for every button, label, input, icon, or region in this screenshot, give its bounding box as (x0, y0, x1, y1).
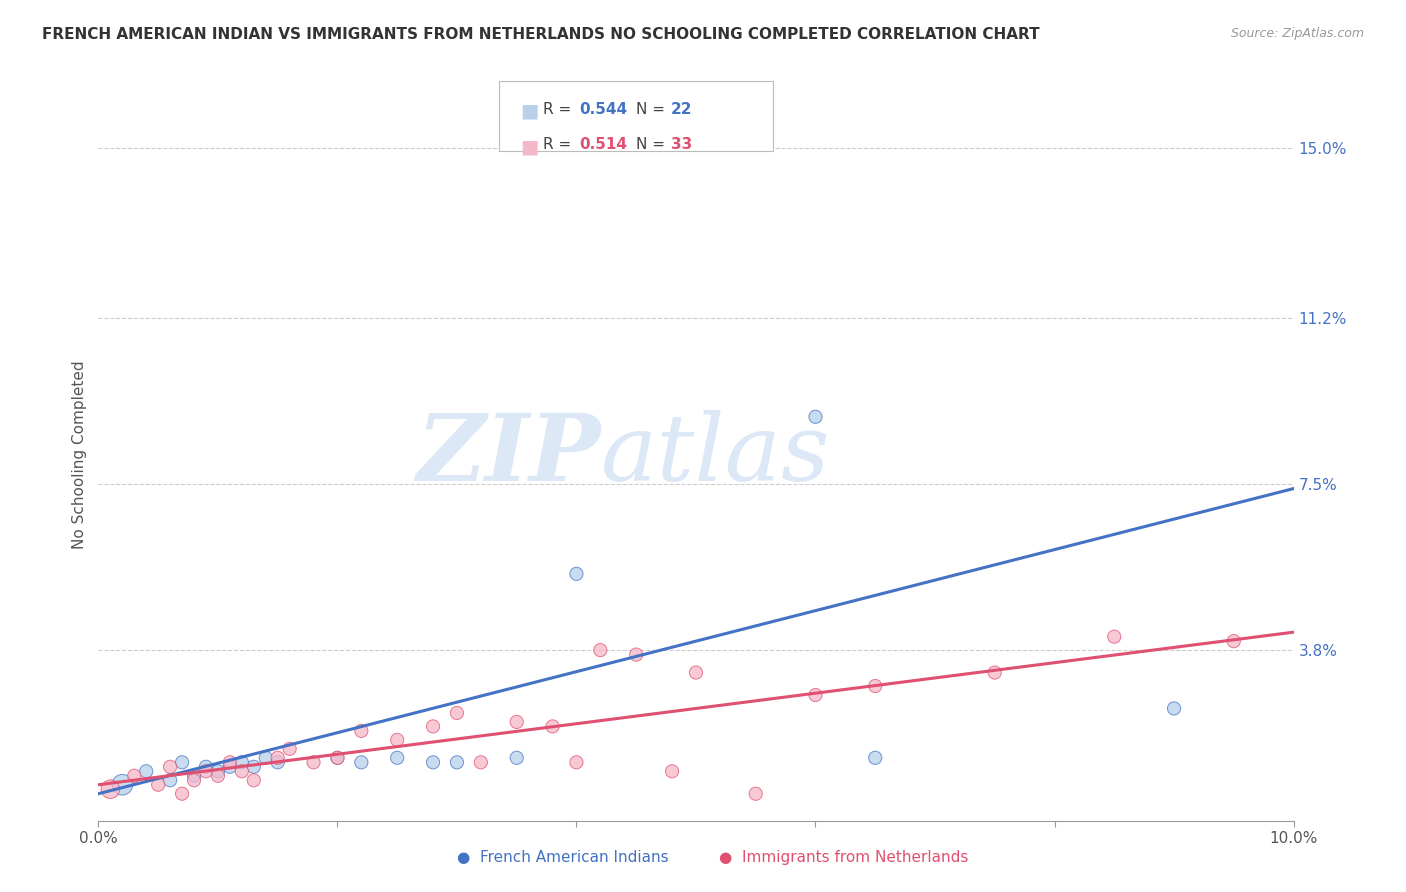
Point (350, 756, 373, 770)
Text: Source: ZipAtlas.com: Source: ZipAtlas.com (1230, 27, 1364, 40)
Text: ■: ■ (520, 137, 538, 156)
Point (183, 769, 205, 783)
Point (661, 764, 683, 779)
Point (804, 409, 827, 424)
Y-axis label: No Schooling Completed: No Schooling Completed (72, 360, 87, 549)
Point (565, 756, 588, 770)
Point (470, 756, 492, 770)
Point (506, 751, 529, 765)
Point (865, 679, 887, 693)
Point (626, 648, 648, 662)
Point (984, 665, 1007, 680)
Point (685, 665, 707, 680)
Point (267, 751, 290, 765)
Point (1104, 630, 1126, 644)
Point (124, 769, 146, 783)
Point (565, 566, 588, 581)
Point (172, 787, 194, 801)
Point (231, 756, 253, 770)
Point (195, 760, 218, 774)
Text: 0.514: 0.514 (579, 137, 627, 153)
Point (159, 773, 181, 788)
Point (267, 756, 290, 770)
Text: R =: R = (543, 102, 576, 117)
Text: FRENCH AMERICAN INDIAN VS IMMIGRANTS FROM NETHERLANDS NO SCHOOLING COMPLETED COR: FRENCH AMERICAN INDIAN VS IMMIGRANTS FRO… (42, 27, 1040, 42)
Point (446, 706, 468, 720)
Text: ■: ■ (520, 102, 538, 120)
Text: N =: N = (636, 102, 669, 117)
Point (326, 751, 349, 765)
Point (865, 751, 887, 765)
Point (207, 769, 229, 783)
Point (804, 688, 827, 702)
Text: 22: 22 (671, 102, 692, 117)
Text: ●  Immigrants from Netherlands: ● Immigrants from Netherlands (718, 850, 969, 865)
Text: ZIP: ZIP (416, 410, 600, 500)
Point (385, 732, 409, 747)
Point (172, 756, 194, 770)
Point (278, 742, 301, 756)
Text: R =: R = (543, 137, 576, 153)
Point (135, 764, 157, 779)
Point (302, 756, 325, 770)
Text: N =: N = (636, 137, 669, 153)
Point (111, 778, 134, 792)
Text: 33: 33 (671, 137, 692, 153)
Point (219, 756, 242, 770)
Point (1163, 701, 1185, 715)
Point (745, 787, 768, 801)
Text: 0.544: 0.544 (579, 102, 627, 117)
Point (254, 751, 277, 765)
Point (243, 773, 266, 788)
Point (231, 764, 253, 779)
Point (1223, 634, 1246, 648)
Point (506, 714, 529, 729)
Point (326, 751, 349, 765)
Point (385, 751, 409, 765)
Text: atlas: atlas (600, 410, 830, 500)
Point (148, 778, 170, 792)
Point (422, 719, 444, 733)
Point (195, 764, 218, 779)
Point (207, 764, 229, 779)
Point (446, 756, 468, 770)
Point (183, 773, 205, 788)
Text: ●  French American Indians: ● French American Indians (457, 850, 668, 865)
Point (589, 643, 612, 657)
Point (159, 760, 181, 774)
Point (422, 756, 444, 770)
Point (541, 719, 564, 733)
Point (219, 760, 242, 774)
Point (243, 760, 266, 774)
Point (350, 723, 373, 738)
Point (98, 782, 122, 797)
